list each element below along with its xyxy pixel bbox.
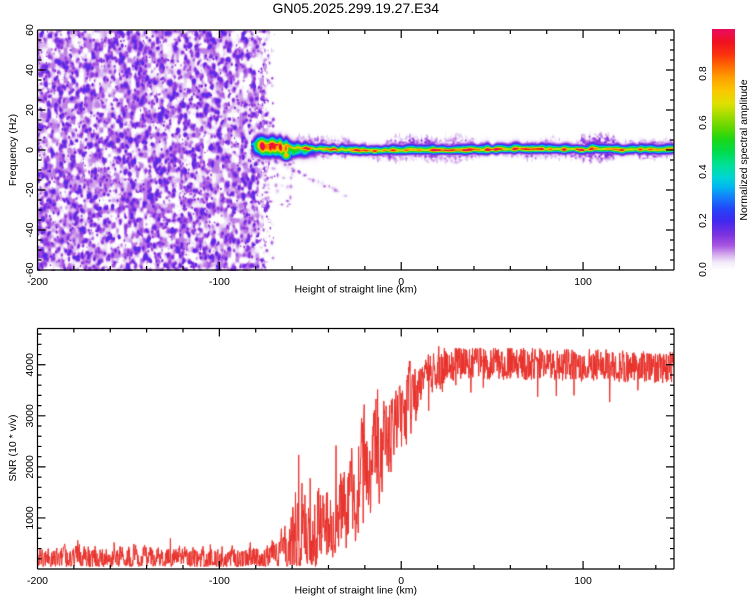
spec-y-tick-label: 20 — [24, 104, 36, 116]
spec-y-tick-label: 40 — [24, 64, 36, 76]
colorbar-tick-label: 0.4 — [697, 164, 709, 179]
snr-trace-plot — [37, 328, 674, 569]
colorbar-tick-label: 0.6 — [697, 115, 709, 130]
snr-x-axis-title: Height of straight line (km) — [294, 585, 417, 597]
spec-y-tick-label: 60 — [24, 24, 36, 36]
snr-x-tick-label: 0 — [398, 575, 404, 587]
snr-y-tick-label: 2000 — [24, 455, 36, 479]
snr-y-tick-label: 1000 — [24, 506, 36, 530]
spec-x-tick-label: -100 — [209, 276, 230, 288]
colorbar-gradient — [712, 29, 735, 270]
spec-x-tick-label: 0 — [398, 276, 404, 288]
spec-y-tick-label: -60 — [24, 262, 36, 277]
snr-y-tick-label: 4000 — [24, 353, 36, 377]
axis-lines-path — [36, 29, 675, 570]
spec-x-tick-label: 100 — [574, 276, 592, 288]
colorbar-tick-label: 0.2 — [697, 213, 709, 228]
snr-y-tick-label: 3000 — [24, 404, 36, 428]
colorbar-tick-label: 0.8 — [697, 66, 709, 81]
spectrogram-heatmap — [37, 30, 674, 271]
tick-labels: -200 -100 0 100 -200 -100 0 100 60 40 20 0 -20 -40 -60… — [24, 24, 709, 587]
spectrogram-y-axis-title: Frequency (Hz) — [7, 114, 19, 186]
spec-y-tick-label: -20 — [24, 182, 36, 197]
spec-y-tick-label: 0 — [24, 147, 36, 153]
snr-x-tick-label: -100 — [209, 575, 230, 587]
colorbar-title: Normalized spectral amplitude — [738, 79, 750, 220]
plot-title: GN05.2025.299.19.27.E34 — [272, 0, 439, 16]
colorbar-tick-label: 0.0 — [697, 262, 709, 277]
spectrogram-x-axis-title: Height of straight line (km) — [294, 284, 417, 296]
axes-frames-and-ticks — [36, 29, 675, 570]
spec-y-tick-label: -40 — [24, 222, 36, 237]
snr-x-tick-label: -200 — [27, 575, 48, 587]
snr-y-axis-title: SNR (10 * v/v) — [7, 414, 19, 481]
spec-x-tick-label: -200 — [27, 276, 48, 288]
snr-x-tick-label: 100 — [574, 575, 592, 587]
